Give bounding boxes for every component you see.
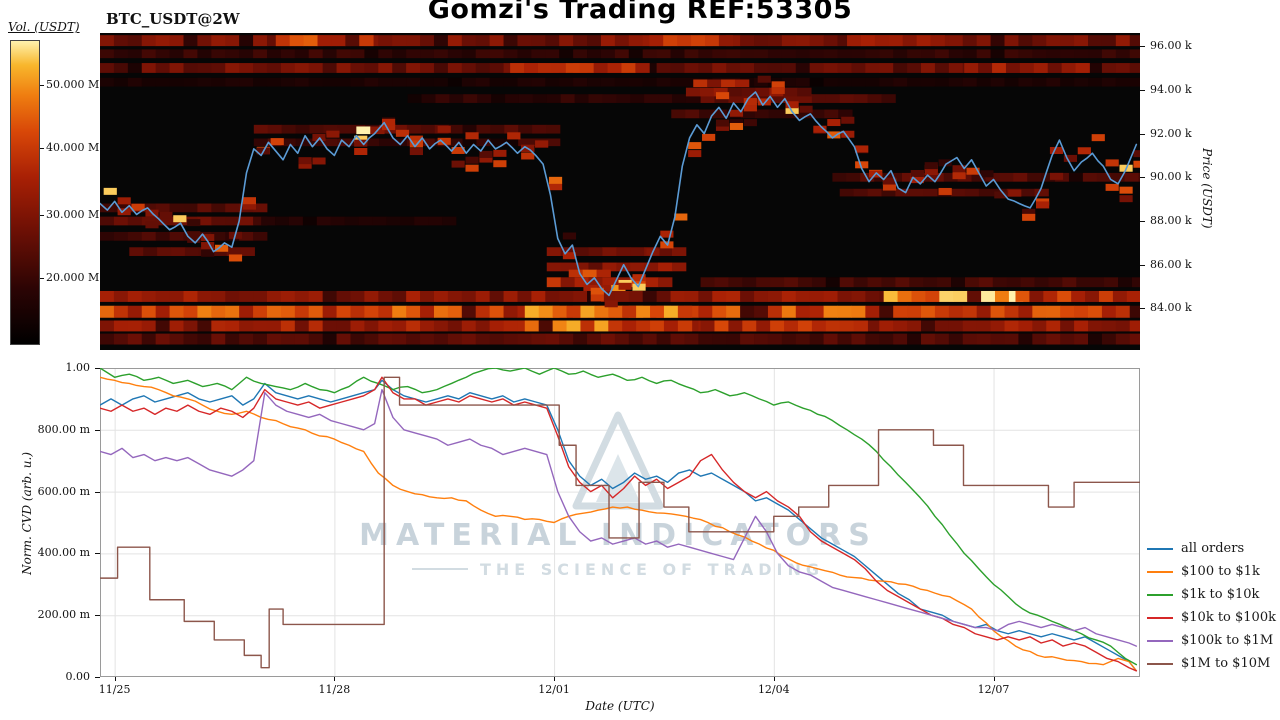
page-title: Gomzi's Trading REF:53305 [427, 0, 853, 25]
legend-swatch [1147, 639, 1173, 642]
cvd-y-tick-label: 0.00 [65, 670, 91, 683]
volume-colorbar [10, 40, 40, 345]
date-tick-label: 12/04 [757, 683, 790, 696]
colorbar-tick-label: 40.000 M [46, 141, 100, 155]
cvd-line-chart [100, 368, 1140, 677]
price-tick [1140, 264, 1145, 266]
legend-item: all orders [1147, 537, 1276, 560]
colorbar-tick [40, 148, 44, 150]
cvd-y-tick-label: 600.00 m [37, 484, 90, 498]
price-tick [1140, 308, 1145, 310]
legend-label: all orders [1181, 541, 1245, 556]
price-tick [1140, 89, 1145, 91]
cvd-y-tick [95, 429, 100, 431]
legend-item: $100k to $1M [1147, 629, 1276, 652]
colorbar-tick [40, 277, 44, 279]
price-tick-label: 84.00 k [1150, 301, 1192, 315]
cvd-y-tick [95, 615, 100, 617]
date-tick-label: 12/01 [538, 683, 570, 696]
legend-label: $1k to $10k [1181, 587, 1260, 602]
legend-item: $1M to $10M [1147, 652, 1276, 675]
cvd-y-tick [95, 491, 100, 493]
colorbar-tick [40, 85, 44, 87]
colorbar-label: Vol. (USDT) [8, 20, 80, 34]
legend: all orders $100 to $1k $1k to $10k $10k to … [1147, 537, 1276, 675]
cvd-y-tick-label: 1.00 [65, 361, 91, 374]
cvd-y-tick [95, 553, 100, 555]
price-tick [1140, 221, 1145, 222]
date-tick [114, 677, 116, 681]
colorbar-tick-label: 30.000 M [46, 208, 100, 222]
date-tick-label: 11/28 [318, 683, 351, 696]
date-tick-label: 12/07 [977, 683, 1010, 696]
cvd-y-tick [95, 368, 100, 369]
legend-swatch [1147, 662, 1173, 665]
colorbar-tick [40, 215, 44, 217]
legend-swatch [1147, 547, 1173, 550]
price-tick-label: 94.00 k [1150, 82, 1192, 96]
date-tick [993, 677, 995, 681]
colorbar-tick-label: 50.000 M [46, 78, 100, 92]
legend-item: $1k to $10k [1147, 583, 1276, 606]
cvd-y-tick-label: 200.00 m [37, 608, 90, 622]
date-tick [554, 677, 556, 681]
date-axis-label: Date (UTC) [585, 699, 655, 713]
price-tick-label: 86.00 k [1150, 257, 1192, 271]
price-tick [1140, 177, 1145, 179]
price-tick [1140, 46, 1145, 48]
legend-label: $100k to $1M [1181, 633, 1274, 648]
date-tick-label: 11/25 [98, 683, 131, 696]
legend-label: $10k to $100k [1181, 610, 1276, 625]
legend-swatch [1147, 570, 1173, 573]
symbol-label: BTC_USDT@2W [106, 10, 240, 28]
price-tick [1140, 133, 1145, 135]
cvd-y-tick [95, 677, 100, 678]
price-tick-label: 88.00 k [1150, 214, 1192, 227]
legend-swatch [1147, 593, 1173, 596]
legend-label: $100 to $1k [1181, 564, 1260, 579]
price-axis-label: Price (USDT) [1200, 148, 1214, 229]
price-tick-label: 96.00 k [1150, 39, 1192, 53]
legend-item: $10k to $100k [1147, 606, 1276, 629]
cvd-y-tick-label: 800.00 m [37, 422, 90, 436]
price-tick-label: 92.00 k [1150, 126, 1192, 140]
date-tick [334, 677, 336, 681]
cvd-y-tick-label: 400.00 m [37, 546, 90, 560]
price-volume-heatmap [100, 33, 1140, 350]
colorbar-tick-label: 20.000 M [46, 270, 100, 284]
legend-swatch [1147, 616, 1173, 619]
date-tick [773, 677, 775, 681]
legend-label: $1M to $10M [1181, 656, 1271, 671]
legend-item: $100 to $1k [1147, 560, 1276, 583]
price-tick-label: 90.00 k [1150, 170, 1192, 184]
